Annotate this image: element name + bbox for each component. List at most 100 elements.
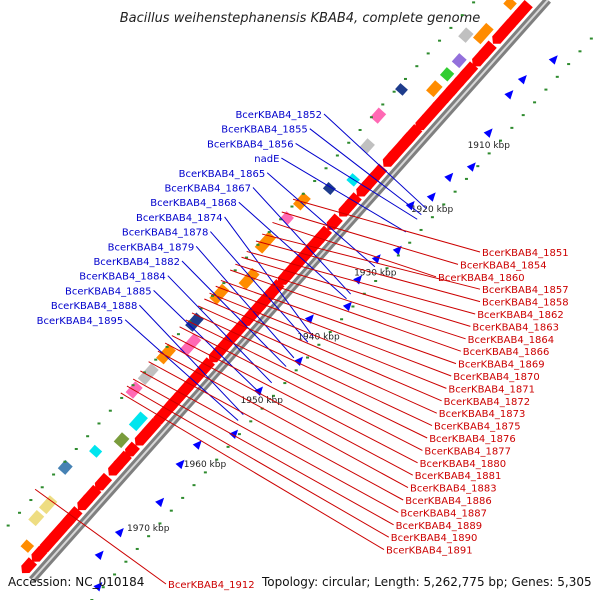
gene-box bbox=[209, 283, 230, 305]
tick-mark-left bbox=[430, 216, 434, 219]
gene-label-leader bbox=[153, 290, 262, 395]
gene-label: BcerKBAB4_1891 bbox=[386, 546, 473, 557]
tick-mark-left bbox=[113, 573, 117, 576]
tick-mark-left bbox=[499, 139, 503, 142]
gene-arrow bbox=[499, 18, 517, 37]
gene-label: BcerKBAB4_1877 bbox=[424, 446, 511, 457]
tick-mark-left bbox=[408, 241, 412, 244]
tick-mark-left bbox=[487, 152, 491, 155]
tick-mark-left bbox=[510, 126, 514, 129]
tick-mark-left bbox=[249, 420, 253, 423]
tick-mark-left bbox=[203, 471, 207, 474]
gene-label-leader bbox=[185, 319, 428, 439]
gene-label-leader bbox=[215, 285, 452, 377]
tick-mark-right bbox=[472, 1, 476, 4]
gene-arrow-reverse bbox=[392, 245, 402, 256]
gene-arrow bbox=[415, 114, 431, 131]
kbp-position-label: 1970 kbp bbox=[127, 524, 170, 534]
genome-title: Bacillus weihenstephanensis KBAB4, compl… bbox=[120, 11, 481, 26]
gene-label-leader bbox=[252, 187, 351, 295]
gene-label-leader bbox=[124, 319, 239, 421]
gene-box bbox=[89, 444, 103, 458]
gene-label: BcerKBAB4_1890 bbox=[391, 533, 478, 544]
gene-label-leader bbox=[210, 231, 309, 343]
tick-mark-left bbox=[385, 267, 389, 270]
gene-label: BcerKBAB4_1870 bbox=[453, 372, 540, 383]
tick-mark-left bbox=[464, 177, 468, 180]
tick-mark-right bbox=[29, 499, 33, 502]
kbp-position-label: 1960 kbp bbox=[184, 460, 227, 470]
gene-box bbox=[137, 363, 159, 386]
tick-mark-right bbox=[108, 409, 112, 412]
gene-box bbox=[359, 138, 375, 154]
gene-label-leader bbox=[157, 350, 409, 489]
tick-mark-right bbox=[233, 269, 237, 272]
gene-label: nadE bbox=[254, 154, 279, 165]
tick-mark-right bbox=[415, 65, 419, 68]
gene-label-leader bbox=[292, 198, 481, 253]
gene-label: BcerKBAB4_1872 bbox=[444, 397, 531, 408]
kbp-position-label: 1920 kbp bbox=[411, 205, 454, 215]
gene-label-leader bbox=[171, 335, 418, 464]
tick-mark-right bbox=[6, 524, 10, 527]
gene-arrow bbox=[382, 150, 399, 167]
tick-mark-left bbox=[226, 445, 230, 448]
gene-arrow bbox=[326, 213, 343, 230]
gene-arrow-reverse bbox=[304, 314, 314, 324]
tick-mark-left bbox=[442, 203, 446, 206]
tick-mark-right bbox=[301, 192, 305, 195]
gene-label: BcerKBAB4_1882 bbox=[93, 257, 180, 268]
tick-mark-right bbox=[142, 371, 146, 374]
gene-label-leader bbox=[309, 128, 422, 216]
gene-arrow bbox=[492, 28, 508, 44]
gene-arrow bbox=[77, 494, 93, 511]
gene-label: BcerKBAB4_1871 bbox=[448, 384, 535, 395]
gene-label-leader bbox=[295, 142, 418, 220]
tick-mark-left bbox=[533, 101, 537, 104]
gene-label: BcerKBAB4_1879 bbox=[108, 242, 195, 253]
tick-mark-left bbox=[237, 433, 241, 436]
gene-arrow-reverse bbox=[426, 192, 436, 202]
gene-label-leader bbox=[191, 312, 433, 427]
gene-label: BcerKBAB4_1863 bbox=[472, 322, 559, 333]
tick-mark-right bbox=[18, 511, 22, 514]
tick-mark-left bbox=[578, 50, 582, 53]
gene-label: BcerKBAB4_1887 bbox=[400, 508, 487, 519]
gene-label: BcerKBAB4_1856 bbox=[207, 139, 294, 150]
tick-mark-left bbox=[181, 496, 185, 499]
gene-box bbox=[503, 0, 517, 11]
tick-mark-right bbox=[222, 282, 226, 285]
gene-label: BcerKBAB4_1860 bbox=[438, 273, 525, 284]
gene-label: BcerKBAB4_1864 bbox=[468, 335, 555, 346]
gene-label-leader bbox=[209, 292, 447, 389]
gene-label: BcerKBAB4_1873 bbox=[439, 409, 526, 420]
tick-mark-right bbox=[438, 39, 442, 42]
gene-label-leader bbox=[34, 488, 167, 585]
gene-arrow-reverse bbox=[483, 128, 493, 138]
gene-box bbox=[395, 83, 408, 96]
gene-label: BcerKBAB4_1874 bbox=[136, 213, 223, 224]
gene-arrow-reverse bbox=[517, 74, 527, 85]
accession-text: Accession: NC_010184 bbox=[8, 575, 144, 589]
gene-arrow bbox=[208, 345, 226, 363]
gene-arrow-reverse bbox=[93, 582, 103, 592]
gene-label: BcerKBAB4_1857 bbox=[482, 285, 569, 296]
tick-mark-right bbox=[290, 205, 294, 208]
gene-label: BcerKBAB4_1869 bbox=[458, 360, 545, 371]
gene-arrow bbox=[249, 298, 268, 317]
gene-box bbox=[128, 411, 148, 432]
gene-label: BcerKBAB4_1884 bbox=[79, 272, 166, 283]
gene-label: BcerKBAB4_1876 bbox=[429, 434, 516, 445]
gene-label: BcerKBAB4_1878 bbox=[122, 228, 209, 239]
gene-arrow bbox=[472, 49, 489, 67]
gene-label-leader bbox=[139, 304, 244, 416]
gene-label-leader bbox=[229, 269, 461, 352]
tick-mark-left bbox=[340, 318, 344, 321]
gene-box bbox=[458, 27, 474, 43]
tick-mark-right bbox=[74, 447, 78, 450]
gene-label-leader bbox=[179, 326, 423, 451]
gene-label-leader bbox=[323, 113, 427, 210]
gene-label: BcerKBAB4_1886 bbox=[405, 496, 492, 507]
gene-label: BcerKBAB4_1854 bbox=[460, 260, 547, 271]
